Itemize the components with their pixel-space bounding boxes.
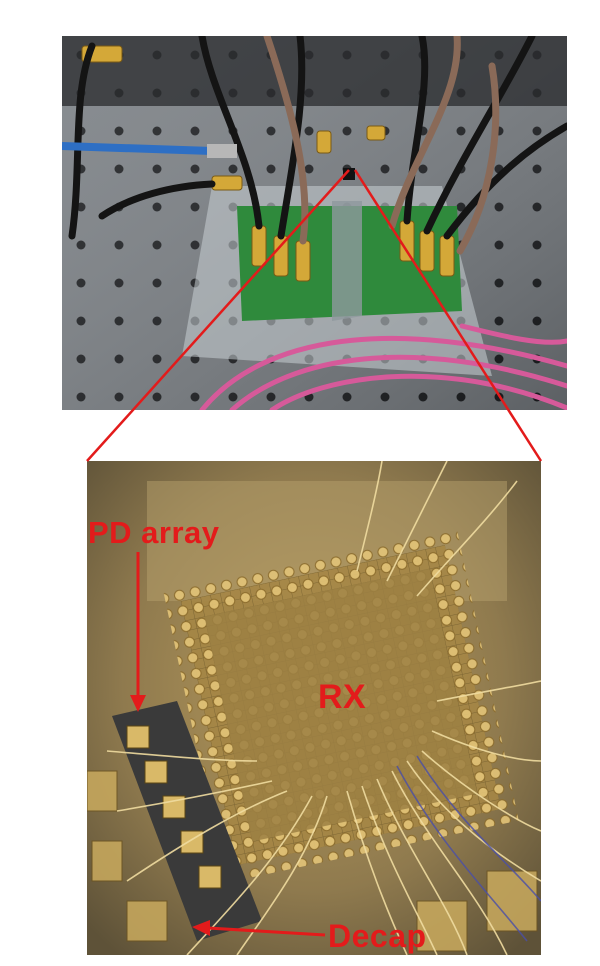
test-setup-illustration	[62, 36, 567, 410]
test-setup-photo	[62, 36, 567, 410]
decap-label: Decap	[328, 918, 427, 954]
chip-micrograph	[87, 461, 541, 955]
pd-array-label: PD array	[88, 515, 220, 550]
rx-label: RX	[318, 678, 367, 716]
chip-micrograph-illustration	[87, 461, 541, 955]
